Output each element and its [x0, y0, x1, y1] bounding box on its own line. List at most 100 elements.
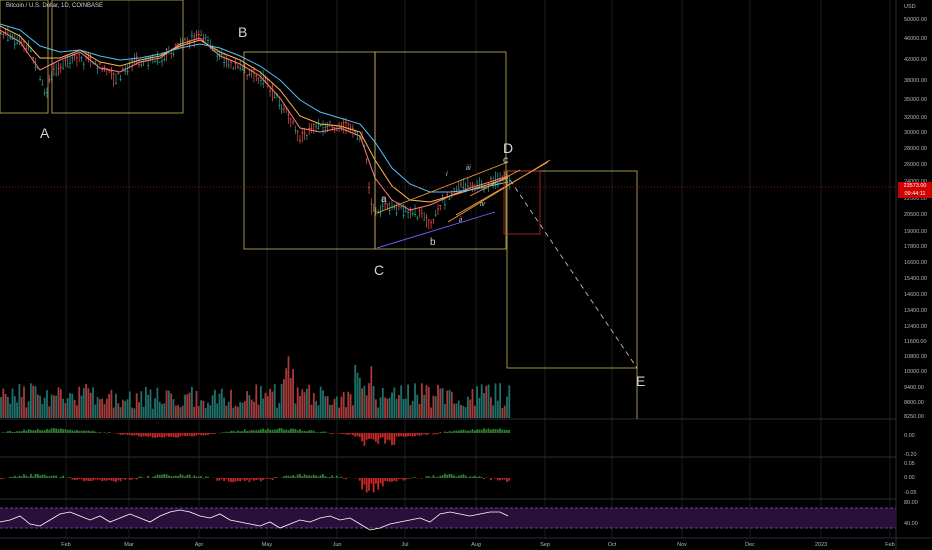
osc-bar-201 — [462, 474, 465, 478]
macd-bar-29 — [66, 429, 69, 433]
osc-bar-193 — [444, 473, 446, 478]
volume-bar-75 — [172, 399, 175, 418]
osc-bar-70 — [161, 474, 163, 478]
macd-bar-164 — [377, 433, 380, 444]
osc-bar-146 — [335, 475, 338, 478]
osc-bar-210 — [483, 478, 485, 480]
macd-bar-191 — [439, 432, 442, 433]
macd-bar-176 — [404, 433, 407, 437]
volume-bar-215 — [494, 383, 497, 418]
volume-bar-214 — [492, 405, 495, 418]
volume-bar-170 — [391, 392, 393, 418]
macd-bar-160 — [368, 433, 370, 439]
volume-bar-118 — [271, 391, 274, 418]
volume-bar-85 — [195, 390, 198, 418]
osc-bar-108 — [248, 478, 251, 483]
macd-bar-15 — [34, 430, 37, 433]
volume-bar-56 — [128, 391, 131, 418]
volume-bar-1 — [2, 388, 5, 418]
svg-text:13400.00: 13400.00 — [904, 308, 927, 314]
macd-bar-61 — [140, 433, 143, 437]
volume-bar-134 — [308, 384, 311, 418]
osc-bar-218 — [501, 478, 504, 480]
volume-bar-198 — [455, 403, 458, 418]
volume-bar-155 — [356, 372, 359, 418]
macd-bar-83 — [191, 433, 193, 437]
macd-bar-100 — [230, 430, 232, 433]
macd-bar-12 — [27, 429, 30, 433]
macd-bar-166 — [381, 433, 384, 438]
macd-bar-204 — [469, 430, 472, 433]
osc-bar-139 — [319, 475, 322, 478]
macd-bar-177 — [407, 433, 409, 437]
osc-bar-204 — [469, 476, 472, 478]
macd-bar-132 — [303, 430, 306, 433]
osc-bar-165 — [379, 478, 382, 484]
macd-bar-174 — [400, 433, 403, 437]
macd-bar-68 — [156, 433, 159, 438]
osc-bar-99 — [227, 478, 230, 482]
volume-bar-81 — [186, 394, 189, 418]
osc-bar-117 — [269, 478, 271, 479]
macd-bar-9 — [20, 431, 23, 433]
macd-bar-184 — [423, 433, 426, 435]
osc-bar-173 — [398, 478, 400, 480]
osc-bar-82 — [188, 474, 191, 478]
macd-bar-152 — [349, 433, 352, 435]
wave-label-E: E — [636, 373, 645, 389]
macd-bar-36 — [82, 430, 85, 433]
svg-text:Sep: Sep — [540, 542, 550, 548]
price-axis: USD 50000.00 46000.00 42000.00 38000.00 … — [904, 4, 927, 420]
volume-bar-172 — [395, 398, 398, 418]
macd-bar-75 — [172, 433, 175, 438]
volume-bar-103 — [237, 406, 239, 418]
volume-bar-144 — [331, 404, 334, 418]
volume-bar-179 — [411, 400, 414, 418]
candlestick-series — [0, 25, 511, 230]
macd-bar-110 — [253, 430, 255, 433]
osc-bar-177 — [407, 478, 409, 479]
macd-bar-109 — [250, 429, 253, 433]
osc-bar-24 — [55, 475, 58, 478]
svg-text:38000.00: 38000.00 — [904, 78, 927, 84]
macd-bar-194 — [446, 432, 449, 433]
macd-bar-200 — [460, 430, 462, 433]
volume-bar-140 — [322, 390, 324, 418]
osc-bar-79 — [181, 475, 184, 478]
osc-bar-95 — [218, 478, 221, 481]
volume-bar-78 — [179, 407, 182, 418]
svg-text:15400.00: 15400.00 — [904, 276, 927, 282]
volume-bar-176 — [404, 398, 407, 418]
osc-axis-2: -0.05 — [904, 490, 917, 496]
macd-bar-82 — [188, 433, 191, 436]
macd-bar-188 — [432, 433, 435, 435]
volume-bar-138 — [317, 405, 320, 418]
osc-bar-176 — [404, 478, 407, 480]
volume-bar-4 — [9, 403, 12, 418]
osc-bar-42 — [96, 478, 99, 480]
osc-bar-1 — [2, 478, 5, 479]
osc-bar-90 — [207, 476, 209, 478]
macd-bar-171 — [393, 433, 396, 446]
osc-bar-77 — [177, 476, 179, 478]
osc-bar-6 — [13, 475, 16, 478]
osc-bar-147 — [338, 477, 340, 478]
wave-label-B: B — [238, 24, 247, 40]
osc-bar-135 — [310, 475, 313, 478]
osc-bar-21 — [48, 476, 51, 478]
macd-bar-211 — [485, 429, 488, 433]
macd-bar-133 — [306, 431, 308, 433]
volume-bar-65 — [149, 389, 152, 418]
volume-bar-185 — [425, 384, 428, 418]
osc-bar-50 — [115, 478, 117, 483]
macd-bar-199 — [457, 430, 460, 433]
macd-bar-213 — [490, 429, 492, 433]
wave-label-i: i — [446, 171, 448, 178]
symbol-title[interactable]: Bitcoin / U.S. Dollar, 1D, COINBASE — [6, 3, 104, 9]
volume-bar-184 — [423, 394, 426, 418]
osc-bar-114 — [262, 478, 265, 480]
svg-text:30000.00: 30000.00 — [904, 130, 927, 136]
volume-bar-106 — [243, 401, 246, 418]
macd-bar-59 — [135, 433, 138, 436]
